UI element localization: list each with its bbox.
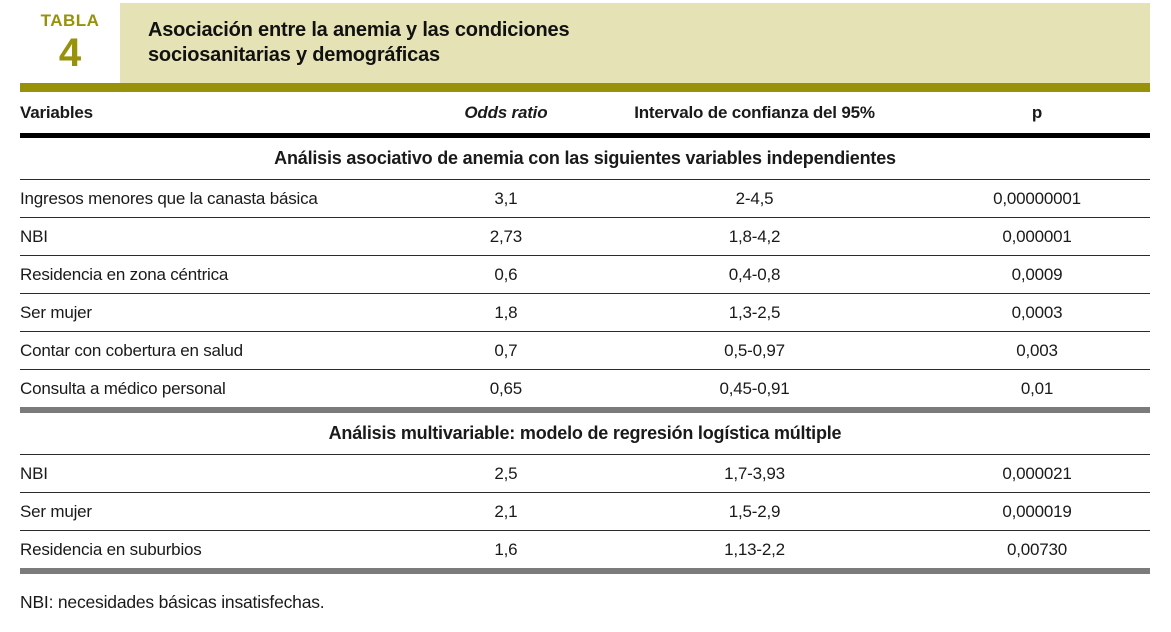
odds-ratio-cell: 2,73: [426, 217, 585, 256]
table-row: Contar con cobertura en salud 0,7 0,5-0,…: [20, 331, 1150, 370]
badge-label: TABLA: [40, 11, 100, 30]
confidence-interval-cell: 1,5-2,9: [584, 492, 924, 531]
p-value-cell: 0,00730: [1006, 539, 1068, 559]
table-figure: TABLA 4 Asociación entre la anemia y las…: [20, 3, 1150, 612]
confidence-interval-cell: 1,7-3,93: [584, 454, 924, 493]
confidence-interval-cell: 2-4,5: [584, 179, 924, 218]
header-divider-bar: [20, 83, 1150, 92]
odds-ratio-cell: 0,7: [426, 331, 585, 370]
confidence-interval-cell: 0,45-0,91: [719, 378, 790, 398]
table-row: Consulta a médico personal 0,65 0,45-0,9…: [20, 370, 1150, 411]
p-value-cell: 0,000021: [923, 454, 1150, 493]
table-row: Residencia en zona céntrica 0,6 0,4-0,8 …: [20, 255, 1150, 294]
p-value-cell: 0,000019: [923, 492, 1150, 531]
variable-cell: NBI: [20, 217, 427, 256]
variable-cell: Ingresos menores que la canasta básica: [20, 179, 427, 218]
odds-ratio-cell: 0,65: [489, 378, 523, 398]
p-value-cell: 0,003: [923, 331, 1150, 370]
column-header-row: Variables Odds ratio Intervalo de confia…: [20, 92, 1150, 138]
odds-ratio-cell: 3,1: [426, 179, 585, 218]
odds-ratio-cell: 1,8: [426, 293, 585, 332]
table-number-badge: TABLA 4: [20, 3, 120, 83]
p-value-cell: 0,00000001: [923, 179, 1150, 218]
confidence-interval-cell: 1,8-4,2: [584, 217, 924, 256]
section-header-multivariable: Análisis multivariable: modelo de regres…: [20, 407, 1150, 455]
table-row: Ser mujer 2,1 1,5-2,9 0,000019: [20, 492, 1150, 531]
odds-ratio-cell: 0,6: [426, 255, 585, 294]
column-header-p-value: p: [923, 92, 1150, 138]
table-row: Ingresos menores que la canasta básica 3…: [20, 179, 1150, 218]
odds-ratio-cell: 2,1: [426, 492, 585, 531]
column-header-confidence-interval: Intervalo de confianza del 95%: [584, 92, 924, 138]
badge-number: 4: [58, 30, 82, 75]
confidence-interval-cell: 1,3-2,5: [584, 293, 924, 332]
variable-cell: Residencia en suburbios: [20, 539, 202, 559]
odds-ratio-cell: 1,6: [494, 539, 518, 559]
section-header-label: Análisis multivariable: modelo de regres…: [20, 407, 1150, 455]
table-row: Ser mujer 1,8 1,3-2,5 0,0003: [20, 293, 1150, 332]
table-footnote: NBI: necesidades básicas insatisfechas.: [20, 592, 325, 612]
confidence-interval-cell: 0,4-0,8: [584, 255, 924, 294]
odds-ratio-cell: 2,5: [426, 454, 585, 493]
section-header-label: Análisis asociativo de anemia con las si…: [20, 135, 1150, 180]
variable-cell: Consulta a médico personal: [20, 378, 226, 398]
variable-cell: Residencia en zona céntrica: [20, 255, 427, 294]
variable-cell: Ser mujer: [20, 293, 427, 332]
p-value-cell: 0,0003: [923, 293, 1150, 332]
confidence-interval-cell: 0,5-0,97: [584, 331, 924, 370]
variable-cell: Contar con cobertura en salud: [20, 331, 427, 370]
column-header-odds-ratio: Odds ratio: [426, 92, 585, 138]
table-title-box: Asociación entre la anemia y las condici…: [120, 3, 1150, 83]
section-header-associative: Análisis asociativo de anemia con las si…: [20, 135, 1150, 180]
p-value-cell: 0,000001: [923, 217, 1150, 256]
confidence-interval-cell: 1,13-2,2: [724, 539, 785, 559]
variable-cell: NBI: [20, 454, 427, 493]
table-row: Residencia en suburbios 1,6 1,13-2,2 0,0…: [20, 531, 1150, 572]
table-row: NBI 2,73 1,8-4,2 0,000001: [20, 217, 1150, 256]
p-value-cell: 0,0009: [923, 255, 1150, 294]
variable-cell: Ser mujer: [20, 492, 427, 531]
table-header: TABLA 4 Asociación entre la anemia y las…: [20, 3, 1150, 83]
table-row: NBI 2,5 1,7-3,93 0,000021: [20, 454, 1150, 493]
p-value-cell: 0,01: [1020, 378, 1054, 398]
column-header-variables: Variables: [20, 92, 427, 138]
table-title-line-1: Asociación entre la anemia y las condici…: [148, 19, 570, 41]
table-title-line-2: sociosanitarias y demográficas: [148, 44, 440, 66]
association-table: Variables Odds ratio Intervalo de confia…: [20, 92, 1150, 574]
